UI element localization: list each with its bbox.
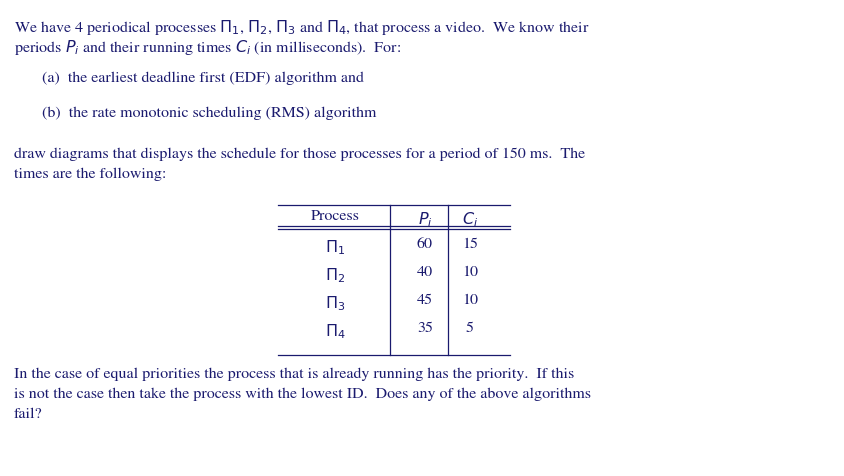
Text: $C_i$: $C_i$	[462, 210, 478, 228]
Text: 10: 10	[462, 266, 478, 279]
Text: is not the case then take the process with the lowest ID.  Does any of the above: is not the case then take the process wi…	[14, 388, 590, 401]
Text: $\Pi_3$: $\Pi_3$	[324, 294, 344, 313]
Text: 10: 10	[462, 294, 478, 307]
Text: (b)  the rate monotonic scheduling (RMS) algorithm: (b) the rate monotonic scheduling (RMS) …	[42, 107, 376, 120]
Text: Process: Process	[311, 210, 359, 223]
Text: fail?: fail?	[14, 408, 42, 421]
Text: times are the following:: times are the following:	[14, 168, 166, 181]
Text: 35: 35	[417, 322, 432, 336]
Text: 45: 45	[416, 294, 432, 307]
Text: $\Pi_1$: $\Pi_1$	[325, 238, 344, 257]
Text: periods $P_i$ and their running times $C_i$ (in milliseconds).  For:: periods $P_i$ and their running times $C…	[14, 38, 401, 57]
Text: 15: 15	[462, 238, 478, 251]
Text: (a)  the earliest deadline first (EDF) algorithm and: (a) the earliest deadline first (EDF) al…	[42, 72, 364, 85]
Text: 40: 40	[416, 266, 433, 279]
Text: 60: 60	[416, 238, 432, 251]
Text: In the case of equal priorities the process that is already running has the prio: In the case of equal priorities the proc…	[14, 368, 574, 381]
Text: We have 4 periodical processes $\Pi_1$, $\Pi_2$, $\Pi_3$ and $\Pi_4$, that proce: We have 4 periodical processes $\Pi_1$, …	[14, 18, 589, 37]
Text: $\Pi_4$: $\Pi_4$	[324, 322, 345, 341]
Text: $P_i$: $P_i$	[417, 210, 432, 228]
Text: $\Pi_2$: $\Pi_2$	[325, 266, 344, 285]
Text: 5: 5	[466, 322, 473, 336]
Text: draw diagrams that displays the schedule for those processes for a period of 150: draw diagrams that displays the schedule…	[14, 148, 584, 161]
